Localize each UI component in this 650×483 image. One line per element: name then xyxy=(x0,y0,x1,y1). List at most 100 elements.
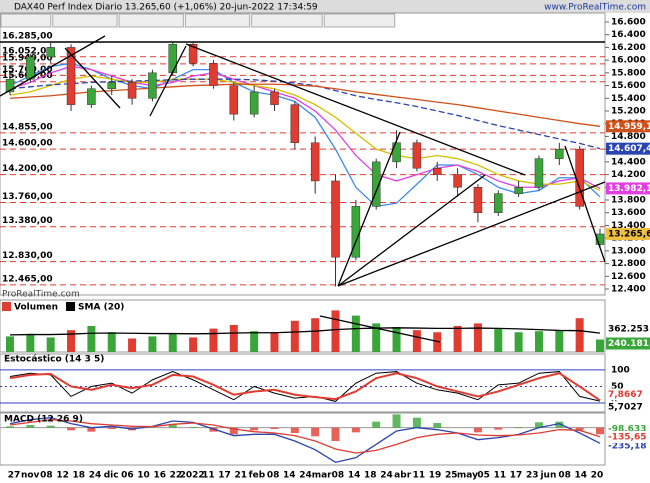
y-tick-label: 12.800 xyxy=(611,259,646,269)
candle-body xyxy=(270,91,279,105)
macd-histogram-bar xyxy=(575,427,584,431)
volume-bar xyxy=(372,323,381,352)
x-tick-label: nov xyxy=(21,471,40,481)
macd-histogram-bar xyxy=(311,427,320,437)
value-label-box xyxy=(606,182,650,195)
value-label-box xyxy=(606,227,650,240)
y-tick-label: 16.600 xyxy=(611,17,646,27)
volume-bar xyxy=(189,337,198,352)
volume-bar xyxy=(534,331,543,352)
x-tick-label: 20 xyxy=(591,471,604,481)
panel-title: MACD (12 26 9) xyxy=(4,415,83,425)
value-label: 240.181 xyxy=(608,339,649,349)
volume-bar xyxy=(26,333,35,352)
sma-line xyxy=(9,65,601,189)
y-tick-label: 13.400 xyxy=(611,221,646,231)
y-tick-label: 50 xyxy=(611,382,624,392)
candle-body xyxy=(127,82,137,99)
candle-body xyxy=(87,88,96,105)
volume-bar xyxy=(555,330,564,352)
volume-panel xyxy=(0,299,606,353)
candle-body xyxy=(392,142,401,163)
volume-bar xyxy=(209,328,218,352)
watermark: ProRealTime.com xyxy=(2,290,80,300)
value-label-box xyxy=(606,142,650,155)
volume-bar xyxy=(168,333,177,352)
x-tick-label: 24 xyxy=(89,471,102,481)
x-tick-label: feb xyxy=(249,471,266,481)
volume-bar xyxy=(351,315,360,352)
volume-bar xyxy=(331,310,340,352)
x-tick-label: 11 xyxy=(413,471,426,481)
volume-bar xyxy=(473,323,482,352)
candle-body xyxy=(494,193,503,213)
macd-histogram-bar xyxy=(270,427,279,429)
volume-bar xyxy=(6,336,14,352)
x-tick-label: 14 xyxy=(575,471,588,481)
trend-line xyxy=(64,47,121,109)
sma-line xyxy=(9,75,601,192)
x-tick-label: 24 xyxy=(299,471,312,481)
macd-histogram-bar xyxy=(87,427,96,432)
candle-body xyxy=(66,47,76,105)
volume-bar xyxy=(229,324,238,352)
x-tick-label: 25 xyxy=(445,471,458,481)
volume-bar xyxy=(270,332,279,352)
macd-histogram-bar xyxy=(494,427,503,430)
x-tick-label: dic xyxy=(104,471,119,481)
x-tick-label: 17 xyxy=(510,471,523,481)
legend-label: SMA (20) xyxy=(78,303,124,313)
legend-bg xyxy=(52,13,118,28)
candle-body xyxy=(26,56,35,80)
value-label-box xyxy=(606,388,645,401)
trend-line xyxy=(0,35,106,97)
y-tick-label: 12.400 xyxy=(611,285,646,295)
macd-histogram-bar xyxy=(351,427,360,433)
value-label: -98,633 xyxy=(608,425,646,435)
y-tick-label: 100 xyxy=(611,365,630,375)
x-tick-label: 23 xyxy=(526,471,539,481)
x-tick-label: 08 xyxy=(40,471,53,481)
value-label-box xyxy=(606,337,650,350)
level-label: 13.760,00 xyxy=(2,192,53,202)
x-tick-label: 08 xyxy=(332,471,345,481)
value-label-box xyxy=(606,120,650,133)
y-tick-label: 15.800 xyxy=(611,68,646,78)
x-tick-label: 11 xyxy=(494,471,507,481)
macd-histogram-bar xyxy=(392,414,401,428)
trend-line xyxy=(337,181,606,287)
volume-bar xyxy=(311,318,320,352)
volume-bar xyxy=(412,330,421,352)
candle-body xyxy=(209,63,218,86)
level-label: 16.052,00 xyxy=(2,46,53,56)
volume-bar xyxy=(596,339,604,352)
value-label: 13.265,60 xyxy=(608,229,650,239)
y-tick-label: 15.600 xyxy=(611,81,646,91)
macd-histogram-bar xyxy=(26,425,35,428)
value-label: 5,7027 xyxy=(608,403,643,413)
level-label: 14.600,00 xyxy=(2,139,53,149)
candle-body xyxy=(555,148,564,159)
macd-histogram-bar xyxy=(412,417,421,428)
candle-body xyxy=(453,174,462,188)
macd-histogram-bar xyxy=(555,421,564,428)
legend-swatch xyxy=(2,302,11,311)
macd-histogram-bar xyxy=(514,427,523,428)
value-label-box xyxy=(606,431,649,443)
candle-body xyxy=(290,104,300,144)
y-tick-label: 13.800 xyxy=(611,196,646,206)
level-label: 16.285,00 xyxy=(2,31,53,41)
macd-histogram-bar xyxy=(67,427,76,431)
volume-sma xyxy=(9,327,601,336)
x-tick-label: 14 xyxy=(348,471,361,481)
macd-histogram-bar xyxy=(250,427,259,431)
trend-line xyxy=(149,45,187,117)
value-label: -135,65 xyxy=(608,433,646,443)
level-label: 13.380,00 xyxy=(2,216,53,226)
candle-body xyxy=(168,43,178,74)
candle-body xyxy=(514,187,523,194)
value-label: 14.607,42 xyxy=(608,144,650,154)
main-panel xyxy=(0,12,606,296)
candle-body xyxy=(331,180,340,258)
x-tick-label: may xyxy=(457,471,478,481)
